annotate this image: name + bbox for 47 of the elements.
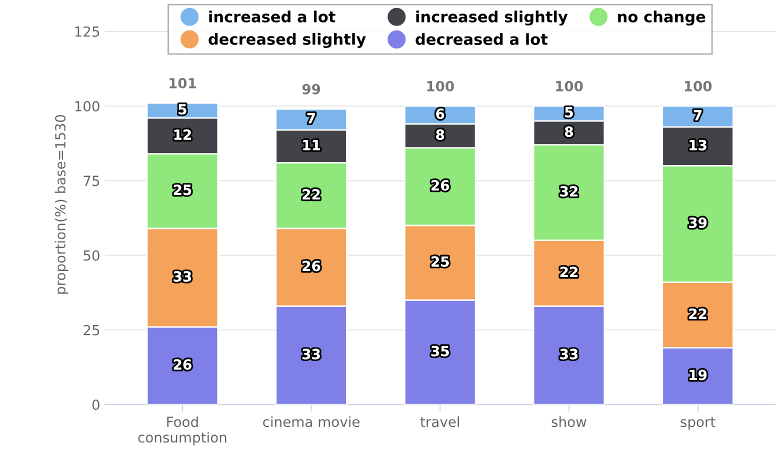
total-label: 100 [427, 80, 454, 92]
legend-label: increased a lot [209, 10, 336, 22]
y-tick-label: 25 [84, 324, 100, 336]
legend-label: decreased slightly [208, 33, 366, 48]
data-label: 6 [436, 108, 444, 120]
y-tick-label: 0 [92, 400, 100, 410]
legend-label: decreased a lot [416, 33, 548, 45]
x-tick-label: sport [680, 417, 716, 430]
data-label: 11 [303, 140, 320, 150]
data-label: 35 [431, 346, 449, 356]
data-label: 32 [560, 186, 578, 197]
data-label: 26 [432, 180, 450, 191]
y-tick-label: 75 [84, 176, 100, 186]
data-label: 7 [694, 110, 702, 120]
data-label: 5 [565, 107, 573, 118]
data-label: 25 [432, 256, 449, 267]
total-label: 101 [170, 78, 196, 88]
data-label: 26 [302, 260, 320, 272]
x-tick-label: cinema movie [263, 416, 360, 428]
total-label: 100 [684, 80, 712, 92]
data-label: 33 [302, 348, 320, 360]
legend-label: no change [618, 10, 706, 26]
data-label: 22 [560, 266, 578, 278]
total-label: 99 [302, 84, 320, 94]
data-label: 12 [174, 129, 191, 140]
data-label: 13 [690, 140, 706, 150]
data-label: 26 [174, 359, 192, 370]
data-label: 8 [564, 126, 573, 137]
data-label: 7 [307, 113, 316, 124]
y-tick-label: 50 [84, 250, 100, 261]
y-tick-label: 125 [75, 26, 100, 37]
legend-label: increased slightly [416, 10, 568, 26]
data-label: 33 [174, 271, 192, 282]
total-label: 100 [556, 80, 583, 92]
x-tick-label: travel [420, 416, 459, 428]
data-label: 25 [174, 184, 192, 196]
data-label: 39 [689, 217, 707, 228]
data-label: 8 [436, 129, 444, 140]
x-tick-label: Food consumption [138, 416, 226, 446]
data-label: 22 [302, 189, 320, 200]
data-label: 33 [560, 348, 578, 360]
y-axis-title: proportion(%) base=1530 [54, 115, 68, 294]
data-label: 22 [689, 308, 706, 319]
data-label: 19 [690, 370, 707, 380]
x-tick-label: show [552, 416, 586, 428]
data-label: 5 [178, 104, 186, 115]
y-tick-label: 100 [75, 100, 100, 112]
